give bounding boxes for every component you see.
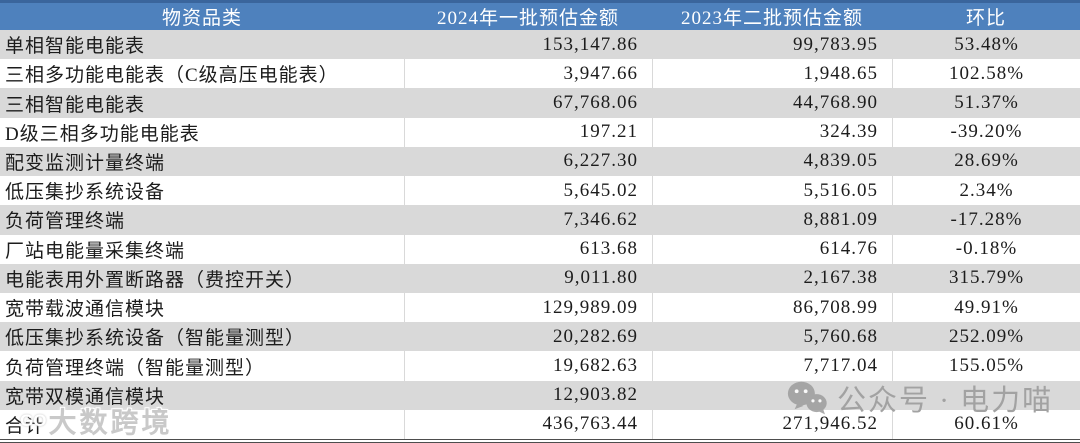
- header-ratio: 环比: [965, 8, 1006, 29]
- table-row: 宽带载波通信模块 129,989.09 86,708.99 49.91%: [0, 292, 1080, 323]
- table-row: 低压集抄系统设备 5,645.02 5,516.05 2.34%: [0, 176, 1080, 206]
- cell-material: 宽带载波通信模块: [5, 299, 166, 321]
- table-row: 三相智能电能表 67,768.06 44,768.90 51.37%: [0, 88, 1080, 118]
- cell-material: 电能表用外置断路器（费控开关）: [5, 269, 306, 291]
- cell-material: D级三相多功能电能表: [5, 123, 200, 145]
- cell-material: 负荷管理终端: [5, 211, 126, 233]
- cell-material: 负荷管理终端（智能量测型）: [5, 357, 266, 379]
- table-row: 三相多功能电能表（C级高压电能表） 3,947.66 1,948.65 102.58%: [0, 59, 1080, 89]
- cell-material: 厂站电能量采集终端: [5, 240, 186, 262]
- cell-ratio: 51.37%: [892, 88, 1080, 118]
- table-header-row: 物资品类 2024年一批预估金额 2023年二批预估金额 环比: [0, 0, 1080, 30]
- cell-2023-amount: 99,783.95: [652, 30, 892, 60]
- cell-material: 低压集抄系统设备（智能量测型）: [5, 328, 306, 350]
- cell-ratio: 155.05%: [892, 351, 1080, 381]
- cell-ratio: 28.69%: [892, 146, 1080, 177]
- cell-2023-amount: 271,946.52: [652, 409, 892, 440]
- cell-material: 配变监测计量终端: [5, 152, 166, 174]
- cell-material: 三相智能电能表: [5, 94, 146, 116]
- table-row: 负荷管理终端（智能量测型） 19,682.63 7,717.04 155.05%: [0, 351, 1080, 381]
- cell-material: 合计: [5, 415, 46, 437]
- cell-ratio: 2.34%: [892, 176, 1080, 206]
- cell-2023-amount: [652, 380, 892, 410]
- cell-2024-amount: 12,903.82: [404, 380, 652, 410]
- cell-2023-amount: 324.39: [652, 117, 892, 147]
- table-row: 厂站电能量采集终端 613.68 614.76 -0.18%: [0, 234, 1080, 264]
- cell-ratio: -0.18%: [892, 234, 1080, 264]
- cell-2024-amount: 129,989.09: [404, 292, 652, 323]
- cell-2024-amount: 9,011.80: [404, 263, 652, 293]
- cell-2024-amount: 20,282.69: [404, 322, 652, 352]
- cell-ratio: 49.91%: [892, 292, 1080, 323]
- cell-2023-amount: 2,167.38: [652, 263, 892, 293]
- table-row: D级三相多功能电能表 197.21 324.39 -39.20%: [0, 117, 1080, 147]
- cell-2023-amount: 5,760.68: [652, 322, 892, 352]
- cell-ratio: 60.61%: [892, 409, 1080, 440]
- cell-ratio: 315.79%: [892, 263, 1080, 293]
- cell-ratio: [892, 380, 1080, 410]
- cell-ratio: -39.20%: [892, 117, 1080, 147]
- cell-2024-amount: 613.68: [404, 234, 652, 264]
- cell-ratio: 102.58%: [892, 59, 1080, 89]
- table-total-row: 合计 436,763.44 271,946.52 60.61%: [0, 409, 1080, 443]
- table-row: 电能表用外置断路器（费控开关） 9,011.80 2,167.38 315.79%: [0, 263, 1080, 293]
- table-row: 宽带双模通信模块 12,903.82: [0, 380, 1080, 410]
- cell-2024-amount: 197.21: [404, 117, 652, 147]
- header-2024-batch1-amount: 2024年一批预估金额: [436, 8, 619, 29]
- header-2023-batch2-amount: 2023年二批预估金额: [680, 8, 863, 29]
- cell-2024-amount: 436,763.44: [404, 409, 652, 440]
- table-row: 负荷管理终端 7,346.62 8,881.09 -17.28%: [0, 205, 1080, 235]
- table-row: 低压集抄系统设备（智能量测型） 20,282.69 5,760.68 252.09%: [0, 322, 1080, 352]
- cell-2023-amount: 44,768.90: [652, 88, 892, 118]
- cell-material: 宽带双模通信模块: [5, 386, 166, 408]
- cell-2024-amount: 5,645.02: [404, 176, 652, 206]
- cell-2024-amount: 6,227.30: [404, 146, 652, 177]
- cell-2024-amount: 153,147.86: [404, 30, 652, 60]
- cell-2023-amount: 614.76: [652, 234, 892, 264]
- cell-2024-amount: 67,768.06: [404, 88, 652, 118]
- cell-material: 低压集抄系统设备: [5, 182, 166, 204]
- cell-ratio: -17.28%: [892, 205, 1080, 235]
- header-material-category: 物资品类: [161, 8, 242, 29]
- cell-2023-amount: 5,516.05: [652, 176, 892, 206]
- cell-ratio: 252.09%: [892, 322, 1080, 352]
- cell-ratio: 53.48%: [892, 30, 1080, 60]
- cell-2023-amount: 1,948.65: [652, 59, 892, 89]
- cell-material: 三相多功能电能表（C级高压电能表）: [5, 65, 339, 87]
- cell-2023-amount: 7,717.04: [652, 351, 892, 381]
- table-row: 配变监测计量终端 6,227.30 4,839.05 28.69%: [0, 146, 1080, 177]
- cell-2024-amount: 3,947.66: [404, 59, 652, 89]
- cell-2024-amount: 19,682.63: [404, 351, 652, 381]
- cell-2023-amount: 8,881.09: [652, 205, 892, 235]
- cell-2023-amount: 4,839.05: [652, 146, 892, 177]
- table-row: 单相智能电能表 153,147.86 99,783.95 53.48%: [0, 30, 1080, 60]
- cell-2023-amount: 86,708.99: [652, 292, 892, 323]
- cell-material: 单相智能电能表: [5, 36, 146, 58]
- cell-2024-amount: 7,346.62: [404, 205, 652, 235]
